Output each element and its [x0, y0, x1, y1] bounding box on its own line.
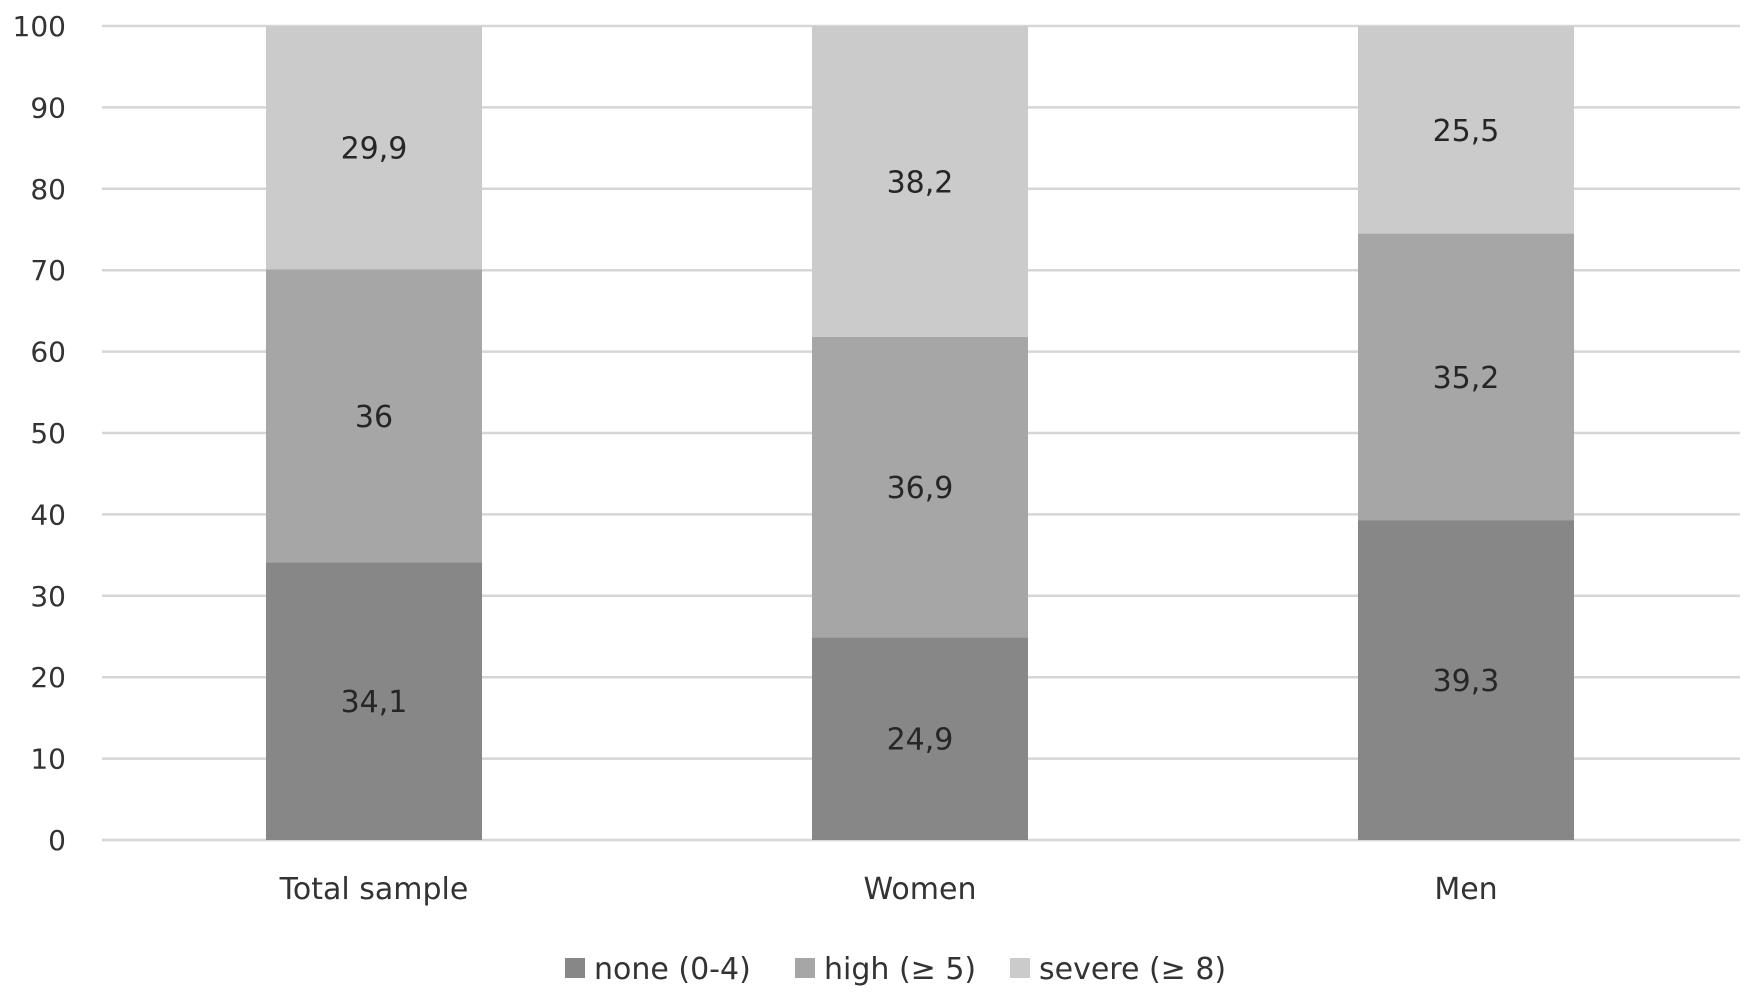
y-tick-label: 50 — [30, 417, 66, 450]
data-label: 36,9 — [887, 471, 954, 506]
legend-label: high (≥ 5) — [824, 952, 976, 987]
bar-segment — [812, 336, 1028, 638]
y-tick-label: 80 — [30, 173, 66, 206]
data-label: 39,3 — [1433, 664, 1500, 699]
data-label: 36 — [355, 400, 393, 435]
y-tick-label: 10 — [30, 743, 66, 776]
data-label: 38,2 — [887, 165, 954, 200]
bar-segment — [1358, 520, 1574, 840]
y-tick-label: 30 — [30, 580, 66, 613]
data-label: 24,9 — [887, 723, 954, 758]
data-label: 35,2 — [1433, 361, 1500, 396]
y-tick-label: 60 — [30, 336, 66, 369]
x-category-label: Women — [864, 872, 977, 907]
bar-segment — [1358, 233, 1574, 521]
data-label: 34,1 — [341, 685, 408, 720]
bar-segment — [266, 26, 482, 270]
y-axis-tick-labels: 0 10 20 30 40 50 60 70 80 90 100 — [13, 10, 66, 857]
bar-segment — [266, 269, 482, 563]
y-tick-label: 0 — [48, 824, 66, 857]
legend-swatch — [795, 958, 815, 978]
x-category-label: Men — [1434, 872, 1497, 907]
legend: none (0-4) high (≥ 5) severe (≥ 8) — [565, 952, 1226, 987]
x-category-label: Total sample — [279, 872, 469, 907]
bars — [266, 26, 1574, 840]
x-axis-category-labels: Total sample Women Men — [279, 872, 1498, 907]
legend-label: none (0-4) — [594, 952, 751, 987]
y-tick-label: 20 — [30, 661, 66, 694]
y-tick-label: 40 — [30, 498, 66, 531]
data-label: 25,5 — [1433, 114, 1500, 149]
y-tick-label: 70 — [30, 254, 66, 287]
data-labels: 34,1 36 29,9 24,9 36,9 38,2 39,3 35,2 25,5 — [341, 114, 1500, 758]
bar-segment — [812, 637, 1028, 840]
legend-label: severe (≥ 8) — [1039, 952, 1226, 987]
bar-segment — [266, 562, 482, 840]
bar-segment — [812, 26, 1028, 337]
data-label: 29,9 — [341, 132, 408, 167]
legend-swatch — [1010, 958, 1030, 978]
y-tick-label: 90 — [30, 91, 66, 124]
bar-segment — [1358, 26, 1574, 234]
legend-swatch — [565, 958, 585, 978]
y-tick-label: 100 — [13, 10, 66, 43]
